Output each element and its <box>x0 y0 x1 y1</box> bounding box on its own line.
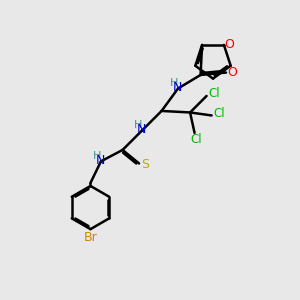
Text: H: H <box>134 120 143 130</box>
Text: H: H <box>170 78 179 88</box>
Text: N: N <box>172 81 182 94</box>
Text: Cl: Cl <box>190 133 202 146</box>
Text: N: N <box>96 154 105 167</box>
Text: Cl: Cl <box>213 107 225 121</box>
Text: S: S <box>141 158 149 172</box>
Text: Cl: Cl <box>208 87 220 100</box>
Text: Br: Br <box>84 231 97 244</box>
Text: O: O <box>227 66 237 79</box>
Text: H: H <box>93 151 102 161</box>
Text: N: N <box>137 123 146 136</box>
Text: O: O <box>224 38 234 51</box>
